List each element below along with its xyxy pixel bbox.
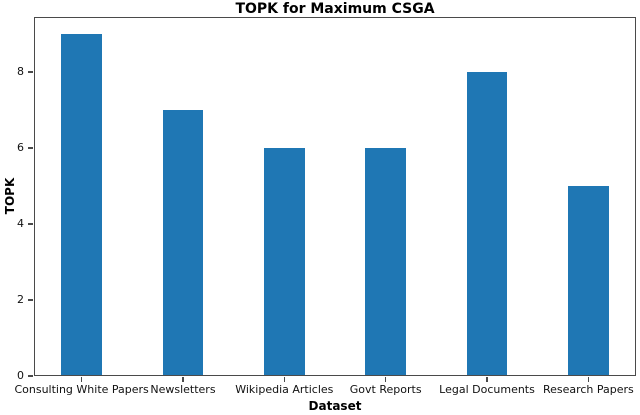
x-tick-label-newsletters: Newsletters [150, 383, 216, 396]
x-tick-mark [486, 377, 488, 382]
x-tick-mark [80, 377, 83, 382]
y-tick-mark [28, 147, 33, 149]
x-tick-mark [182, 377, 184, 382]
bar-wikipedia-articles [264, 148, 305, 375]
x-tick-mark [283, 377, 286, 382]
chart-title: TOPK for Maximum CSGA [235, 1, 435, 17]
y-tick-label: 2 [17, 293, 24, 307]
y-tick-mark [28, 223, 33, 225]
y-tick-mark [28, 299, 33, 301]
x-tick-label-legal-documents: Legal Documents [439, 383, 535, 396]
y-tick-label: 0 [17, 369, 24, 382]
y-tick-mark [28, 375, 33, 377]
y-tick-label: 8 [17, 65, 24, 79]
bar-research-papers [568, 186, 609, 375]
bar-legal-documents [466, 72, 508, 375]
y-tick-label: 6 [17, 141, 24, 155]
x-axis-label: Dataset [308, 399, 362, 413]
x-tick-mark [384, 377, 387, 382]
x-tick-label-consulting-white-papers: Consulting White Papers [14, 383, 149, 396]
y-tick-label: 4 [17, 217, 24, 231]
plot-area [34, 17, 636, 376]
bar-consulting-white-papers [61, 34, 102, 375]
x-tick-label-research-papers: Research Papers [542, 383, 634, 396]
x-tick-label-govt-reports: Govt Reports [349, 383, 422, 396]
y-tick-mark [28, 71, 33, 73]
y-axis-label: TOPK [3, 177, 17, 215]
bar-newsletters [162, 110, 204, 375]
bar-govt-reports [365, 148, 406, 375]
x-tick-label-wikipedia-articles: Wikipedia Articles [235, 383, 334, 396]
x-tick-mark [587, 377, 590, 382]
